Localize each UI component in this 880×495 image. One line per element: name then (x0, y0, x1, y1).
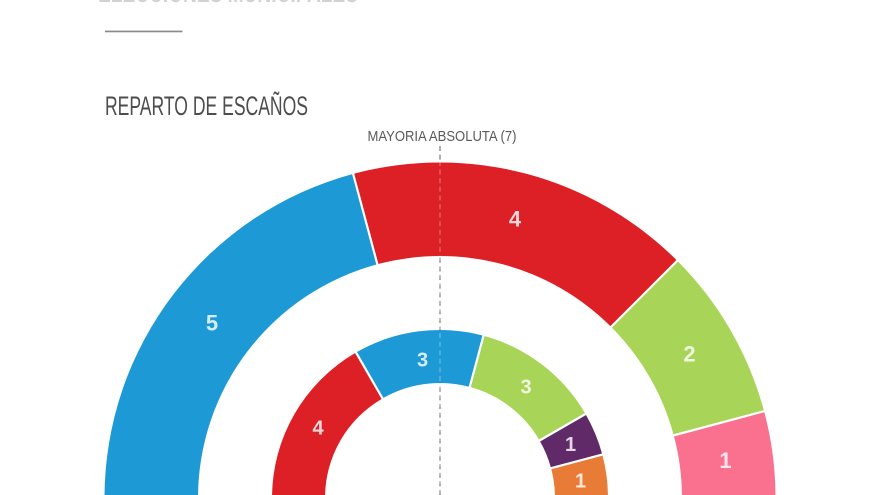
svg-text:MAYORIA ABSOLUTA (7): MAYORIA ABSOLUTA (7) (368, 128, 517, 145)
svg-text:5: 5 (206, 311, 218, 336)
svg-text:4: 4 (312, 418, 324, 440)
svg-text:ELECCIONES MUNICIPALES: ELECCIONES MUNICIPALES (98, 0, 358, 9)
svg-text:4: 4 (509, 207, 522, 232)
svg-text:1: 1 (719, 448, 731, 473)
svg-text:2: 2 (683, 342, 695, 367)
svg-text:3: 3 (520, 377, 531, 399)
svg-text:1: 1 (565, 434, 576, 456)
svg-text:REPARTO DE ESCAÑOS: REPARTO DE ESCAÑOS (105, 91, 308, 121)
svg-text:3: 3 (417, 350, 428, 372)
svg-text:1: 1 (575, 471, 586, 493)
